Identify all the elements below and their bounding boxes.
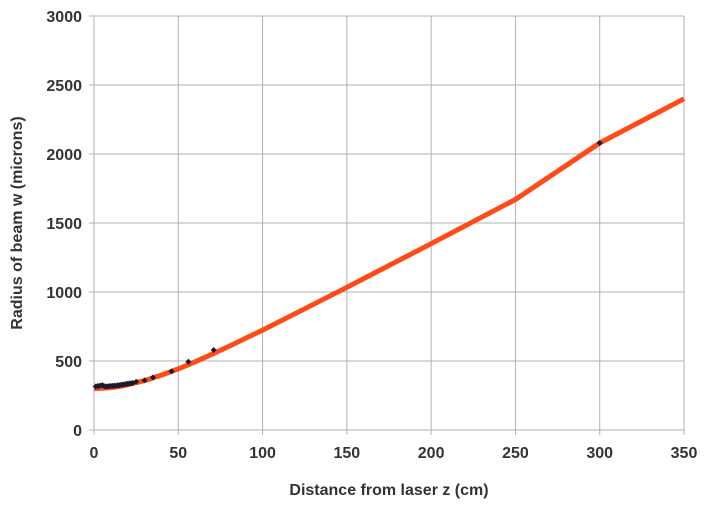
- x-tick-label: 350: [671, 445, 698, 462]
- x-tick-label: 250: [502, 445, 529, 462]
- data-point: [185, 358, 192, 365]
- y-axis-title: Radius of beam w (microns): [9, 116, 26, 329]
- x-tick-label: 150: [334, 445, 361, 462]
- x-tick-label: 0: [90, 445, 99, 462]
- x-tick-label: 50: [169, 445, 187, 462]
- data-point: [168, 368, 175, 375]
- data-point: [133, 378, 140, 385]
- y-axis-ticks: 0 500 1000 1500 2000 2500 3000: [46, 9, 94, 440]
- fit-line-series: [93, 96, 686, 392]
- y-tick-label: 0: [73, 423, 82, 440]
- data-points-series: [92, 139, 603, 390]
- x-axis-ticks: 0 50 100 150 200 250 300 350: [90, 430, 698, 462]
- data-point: [141, 377, 148, 384]
- data-point: [150, 374, 156, 381]
- fit-line: [93, 96, 686, 392]
- data-point: [596, 139, 603, 146]
- x-tick-label: 200: [418, 445, 445, 462]
- data-point: [210, 346, 217, 353]
- y-tick-label: 1000: [46, 285, 82, 302]
- x-tick-label: 300: [586, 445, 613, 462]
- y-tick-label: 1500: [46, 216, 82, 233]
- y-tick-label: 2500: [46, 78, 82, 95]
- x-tick-label: 100: [249, 445, 276, 462]
- y-tick-label: 500: [55, 354, 82, 371]
- y-tick-label: 3000: [46, 9, 82, 26]
- y-tick-label: 2000: [46, 147, 82, 164]
- x-axis-title: Distance from laser z (cm): [289, 482, 488, 499]
